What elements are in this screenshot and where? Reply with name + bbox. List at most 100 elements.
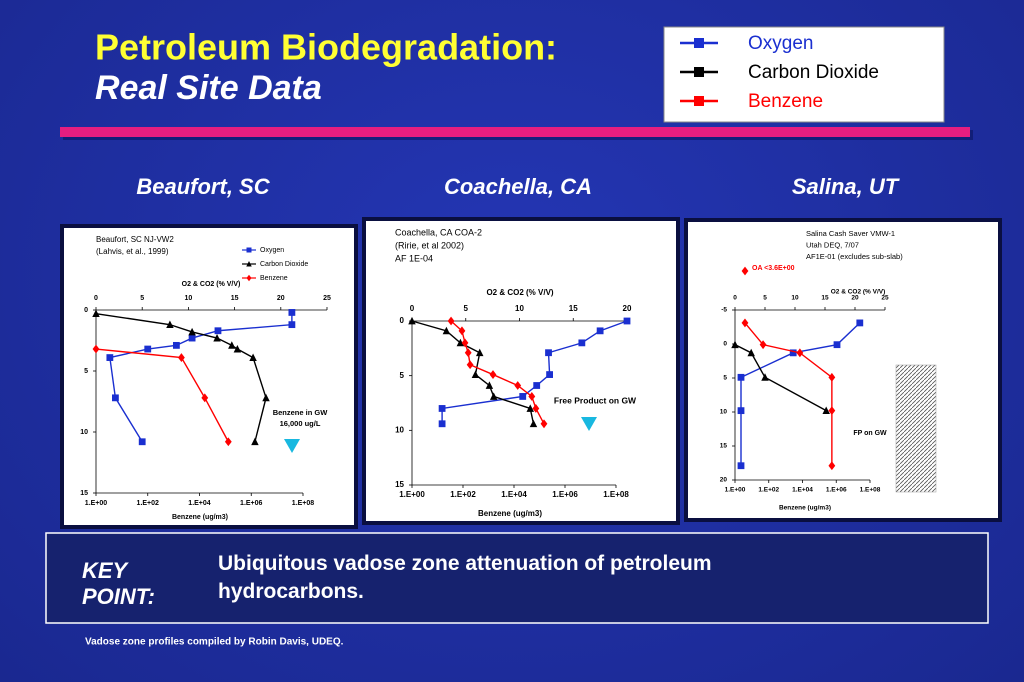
- x2-tick-label: 1.E+06: [826, 487, 847, 494]
- data-point: [828, 372, 836, 382]
- data-point: [528, 392, 536, 401]
- x2-tick-label: 1.E+02: [137, 500, 159, 507]
- site-heading: Coachella, CA: [444, 174, 592, 199]
- y-tick-label: 0: [723, 341, 727, 348]
- data-point: [789, 349, 797, 357]
- data-point: [112, 394, 119, 402]
- data-point: [828, 461, 836, 471]
- data-point: [822, 406, 830, 415]
- data-point: [228, 341, 236, 349]
- y-tick-label: -5: [721, 307, 727, 314]
- data-point: [172, 341, 180, 349]
- chart-frame: [684, 218, 1002, 522]
- x-axis-label: O2 & CO2 (% V/V): [182, 281, 241, 288]
- data-point: [759, 340, 767, 350]
- y-tick-label: 15: [80, 490, 88, 497]
- x-axis-label: O2 & CO2 (% V/V): [831, 289, 886, 296]
- legend-label: Carbon Dioxide: [748, 62, 879, 83]
- y-tick-label: 5: [400, 371, 405, 380]
- data-point: [545, 349, 552, 357]
- x-tick-label: 20: [851, 295, 859, 302]
- y-tick-label: 5: [723, 375, 727, 382]
- data-point: [288, 321, 296, 329]
- data-point: [529, 419, 538, 428]
- x-tick-label: 0: [410, 304, 415, 313]
- data-point: [188, 334, 196, 342]
- x-tick-label: 10: [791, 295, 799, 302]
- site-heading: Salina, UT: [792, 174, 900, 199]
- slide-title: Petroleum Biodegradation:: [95, 27, 557, 68]
- data-point: [214, 327, 222, 335]
- data-point: [438, 420, 446, 428]
- legend-marker: [246, 274, 252, 282]
- x-tick-label: 25: [881, 295, 889, 302]
- data-point: [456, 338, 465, 347]
- x-tick-label: 15: [569, 304, 578, 313]
- data-point: [546, 371, 553, 378]
- footer: Vadose zone profiles compiled by Robin D…: [85, 637, 344, 648]
- data-point: [233, 344, 242, 353]
- data-point: [741, 318, 749, 328]
- chart-title: Salina Cash Saver VMW-1: [806, 229, 895, 238]
- x-tick-label: 5: [140, 295, 144, 302]
- data-point: [514, 381, 522, 390]
- data-point: [796, 348, 804, 358]
- data-point: [485, 381, 494, 389]
- legend-marker: [694, 38, 704, 48]
- data-point: [458, 326, 466, 336]
- data-point: [761, 373, 769, 381]
- x2-tick-label: 1.E+08: [603, 490, 629, 499]
- x2-tick-label: 1.E+00: [399, 490, 425, 499]
- y-tick-label: 15: [720, 443, 728, 450]
- data-point: [288, 309, 296, 316]
- data-point: [166, 320, 174, 329]
- data-point: [249, 353, 257, 361]
- chart-title: (Ririe, et al 2002): [395, 240, 464, 250]
- data-point: [737, 407, 745, 415]
- data-point: [442, 326, 451, 335]
- data-point: [466, 360, 474, 370]
- x-tick-label: 10: [185, 295, 193, 302]
- data-point: [489, 370, 497, 379]
- data-point: [461, 338, 469, 348]
- annotation: 16,000 ug/L: [280, 419, 321, 428]
- legend-label: Oxygen: [260, 247, 284, 254]
- x2-tick-label: 1.E+08: [292, 500, 314, 507]
- data-point: [178, 353, 185, 362]
- data-point: [596, 327, 604, 335]
- y-tick-label: 10: [395, 425, 404, 434]
- x2-axis-label: Benzene (ug/m3): [779, 505, 831, 512]
- data-point: [262, 393, 270, 402]
- legend-label: Benzene: [748, 91, 823, 112]
- data-point: [144, 345, 152, 353]
- data-point: [489, 392, 498, 400]
- data-point: [731, 340, 739, 349]
- data-point: [213, 333, 221, 342]
- x-tick-label: 0: [733, 295, 737, 302]
- chart-title: AF 1E-04: [395, 253, 433, 263]
- legend-marker: [246, 261, 252, 267]
- x2-tick-label: 1.E+00: [725, 487, 746, 494]
- data-point: [408, 316, 416, 325]
- y-tick-label: 20: [720, 477, 728, 484]
- key-text: Ubiquitous vadose zone attenuation of pe…: [218, 552, 712, 603]
- groundwater-marker: [581, 417, 597, 431]
- x2-axis-label: Benzene (ug/m3): [478, 509, 542, 518]
- data-point: [532, 404, 540, 413]
- x2-tick-label: 1.E+06: [240, 500, 262, 507]
- data-point: [737, 462, 745, 470]
- chart-title: Beaufort, SC NJ-VW2: [96, 235, 174, 244]
- y-tick-label: 10: [720, 409, 728, 416]
- key-label: KEY POINT:: [82, 558, 155, 609]
- legend-label: Benzene: [260, 275, 288, 282]
- chart-title: Coachella, CA COA-2: [395, 227, 482, 237]
- data-point: [623, 317, 631, 325]
- annotation-marker: [741, 266, 749, 276]
- x-tick-label: 5: [464, 304, 469, 313]
- data-point: [92, 309, 100, 318]
- chart-frame: [60, 224, 358, 529]
- data-point: [438, 405, 446, 412]
- x2-tick-label: 1.E+02: [450, 490, 476, 499]
- x-tick-label: 15: [231, 295, 239, 302]
- divider-bar: [60, 127, 970, 137]
